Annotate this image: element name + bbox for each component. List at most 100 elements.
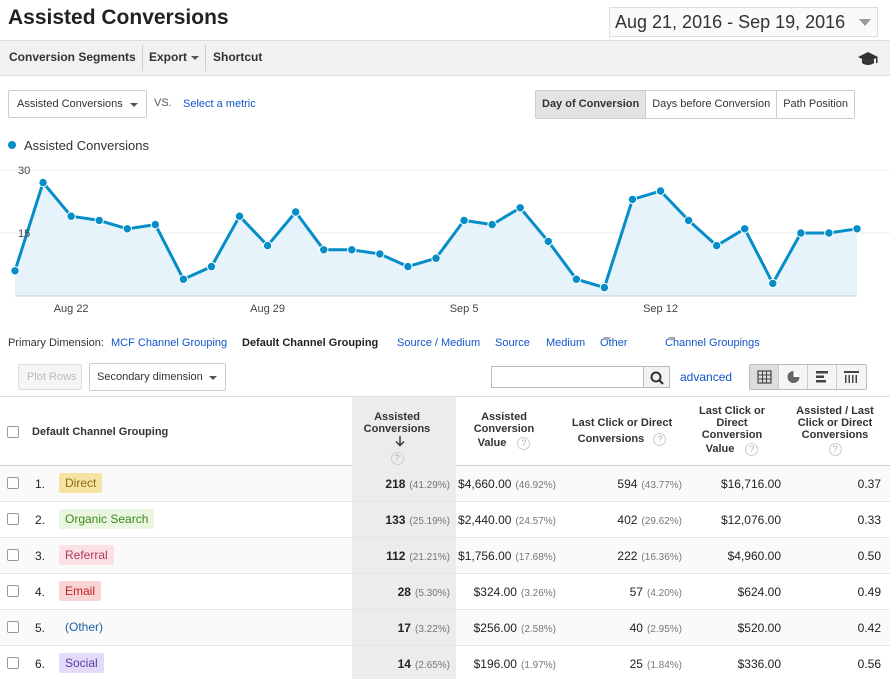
vs-label: VS. bbox=[154, 97, 172, 109]
search-button[interactable] bbox=[643, 366, 670, 388]
assisted-conversions-cell: 133 (25.19%) bbox=[360, 513, 450, 527]
cell-value: $4,660.00 bbox=[458, 477, 512, 491]
chart-data-point bbox=[627, 194, 638, 205]
cell-percent: (21.21%) bbox=[409, 552, 450, 563]
row-index: 2. bbox=[35, 513, 46, 527]
dimension-mcf-channel-grouping[interactable]: MCF Channel Grouping bbox=[111, 337, 228, 349]
select-metric-link[interactable]: Select a metric bbox=[183, 98, 256, 110]
dimension-default-channel-grouping[interactable]: Default Channel Grouping bbox=[242, 337, 379, 349]
channel-link[interactable]: Email bbox=[59, 581, 102, 601]
assisted-value-cell: $2,440.00 (24.57%) bbox=[446, 513, 556, 527]
help-icon[interactable]: ? bbox=[828, 443, 842, 456]
row-checkbox[interactable] bbox=[7, 477, 19, 489]
tab-days-before-conversion[interactable]: Days before Conversion bbox=[646, 91, 778, 118]
dimension-source[interactable]: Source bbox=[495, 337, 530, 349]
row-index: 1. bbox=[35, 477, 46, 491]
chart-data-point bbox=[262, 240, 273, 251]
x-tick-label: Aug 22 bbox=[54, 303, 89, 315]
chart-data-point bbox=[403, 261, 413, 272]
export-button[interactable]: Export bbox=[149, 50, 200, 64]
date-range-arrow-icon[interactable] bbox=[859, 19, 871, 26]
row-checkbox[interactable] bbox=[7, 585, 19, 597]
cell-percent: (2.58%) bbox=[520, 624, 556, 635]
tab-day-of-conversion[interactable]: Day of Conversion bbox=[536, 91, 647, 118]
help-icon[interactable]: ? bbox=[745, 443, 759, 456]
chart-data-point bbox=[824, 228, 834, 238]
assisted-conversions-cell: 28 (5.30%) bbox=[360, 585, 450, 599]
conversion-segments-button[interactable]: Conversion Segments bbox=[9, 50, 136, 64]
header-last-click-conversions[interactable]: Last Click or Direct Conversions ? bbox=[560, 417, 684, 446]
header-last-click-value[interactable]: Last Click or Direct Conversion Value ? bbox=[690, 405, 774, 456]
channel-link[interactable]: Organic Search bbox=[59, 509, 155, 529]
toolbar-divider bbox=[205, 45, 206, 71]
sorted-column-highlight bbox=[352, 646, 456, 679]
cell-value: 28 bbox=[397, 585, 411, 599]
graduation-cap-icon[interactable] bbox=[858, 52, 878, 66]
assisted-conversions-chart: 30 15 Aug 22 Aug 29 Sep 5 Sep 12 bbox=[0, 165, 890, 315]
row-checkbox[interactable] bbox=[7, 513, 19, 525]
header-line-text: Value bbox=[477, 437, 507, 449]
search-icon bbox=[650, 371, 664, 385]
primary-dimension-bar: Primary Dimension: MCF Channel Grouping … bbox=[8, 337, 888, 353]
cell-value: $196.00 bbox=[473, 657, 517, 671]
ratio-cell: 0.37 bbox=[857, 477, 881, 491]
metric-select-label: Assisted Conversions bbox=[17, 98, 123, 110]
table-search-input[interactable] bbox=[491, 366, 644, 388]
table-view-button[interactable] bbox=[750, 365, 779, 389]
advanced-filter-link[interactable]: advanced bbox=[680, 370, 733, 384]
metric-select[interactable]: Assisted Conversions bbox=[8, 90, 147, 118]
header-line: Assisted / Last bbox=[796, 405, 874, 417]
row-checkbox[interactable] bbox=[7, 657, 19, 669]
report-toolbar: Conversion Segments Export Shortcut bbox=[0, 40, 890, 76]
cell-value: 133 bbox=[385, 513, 406, 527]
header-assisted-conversions[interactable]: Assisted Conversions ? bbox=[356, 411, 438, 465]
last-click-conversions-cell: 222 (16.36%) bbox=[572, 549, 682, 563]
table-controls: Plot Rows Secondary dimension advanced bbox=[0, 358, 890, 396]
header-line: Click or Direct bbox=[797, 417, 873, 429]
channel-link[interactable]: Referral bbox=[59, 545, 114, 565]
row-checkbox[interactable] bbox=[7, 549, 19, 561]
date-range-picker[interactable]: Aug 21, 2016 - Sep 19, 2016 bbox=[609, 7, 878, 37]
chart-data-point bbox=[290, 207, 301, 217]
chart-data-point bbox=[66, 211, 76, 221]
cell-percent: (3.26%) bbox=[520, 588, 556, 599]
cell-value: $324.00 bbox=[473, 585, 517, 599]
cell-percent: (2.65%) bbox=[414, 660, 450, 671]
table-row: 2. Organic Search 133 (25.19%) $2,440.00 (24.… bbox=[0, 502, 890, 538]
select-all-checkbox[interactable] bbox=[7, 426, 19, 438]
header-line: Last Click or bbox=[698, 405, 766, 417]
chart-data-point bbox=[487, 219, 497, 230]
secondary-dimension-select[interactable]: Secondary dimension bbox=[89, 363, 226, 391]
percentage-view-button[interactable] bbox=[779, 365, 808, 389]
header-default-channel-grouping[interactable]: Default Channel Grouping bbox=[32, 426, 169, 438]
header-line-text: Conversions bbox=[577, 433, 645, 445]
channel-link[interactable]: Direct bbox=[59, 473, 103, 493]
help-icon[interactable]: ? bbox=[390, 452, 404, 465]
cell-percent: (1.84%) bbox=[646, 660, 682, 671]
chart-data-point bbox=[655, 186, 666, 196]
shortcut-button[interactable]: Shortcut bbox=[213, 50, 263, 64]
chart-data-point bbox=[543, 236, 553, 247]
table-row: 3. Referral 112 (21.21%) $1,756.00 (17.68%) 22… bbox=[0, 538, 890, 574]
channel-link[interactable]: Social bbox=[59, 653, 104, 673]
ratio-cell: 0.56 bbox=[857, 657, 881, 671]
tab-path-position[interactable]: Path Position bbox=[777, 91, 855, 118]
toolbar-divider bbox=[142, 45, 143, 71]
header-ratio[interactable]: Assisted / Last Click or Direct Conversi… bbox=[786, 405, 884, 456]
channel-link[interactable]: (Other) bbox=[65, 620, 104, 634]
x-tick-label: Aug 29 bbox=[250, 303, 285, 315]
dimension-medium[interactable]: Medium bbox=[546, 337, 586, 349]
chart-data-point bbox=[796, 228, 806, 238]
pivot-view-button[interactable] bbox=[837, 365, 866, 389]
help-icon[interactable]: ? bbox=[653, 433, 667, 446]
plot-rows-button[interactable]: Plot Rows bbox=[18, 364, 82, 390]
legend-label: Assisted Conversions bbox=[24, 138, 149, 153]
performance-view-button[interactable] bbox=[808, 365, 837, 389]
header-assisted-conversion-value[interactable]: Assisted Conversion Value ? bbox=[463, 411, 545, 450]
page-title: Assisted Conversions bbox=[8, 6, 229, 29]
row-checkbox[interactable] bbox=[7, 621, 19, 633]
x-tick-label: Sep 12 bbox=[643, 303, 678, 315]
chart-data-point bbox=[150, 219, 161, 230]
dimension-source-medium[interactable]: Source / Medium bbox=[397, 337, 481, 349]
help-icon[interactable]: ? bbox=[517, 437, 531, 450]
